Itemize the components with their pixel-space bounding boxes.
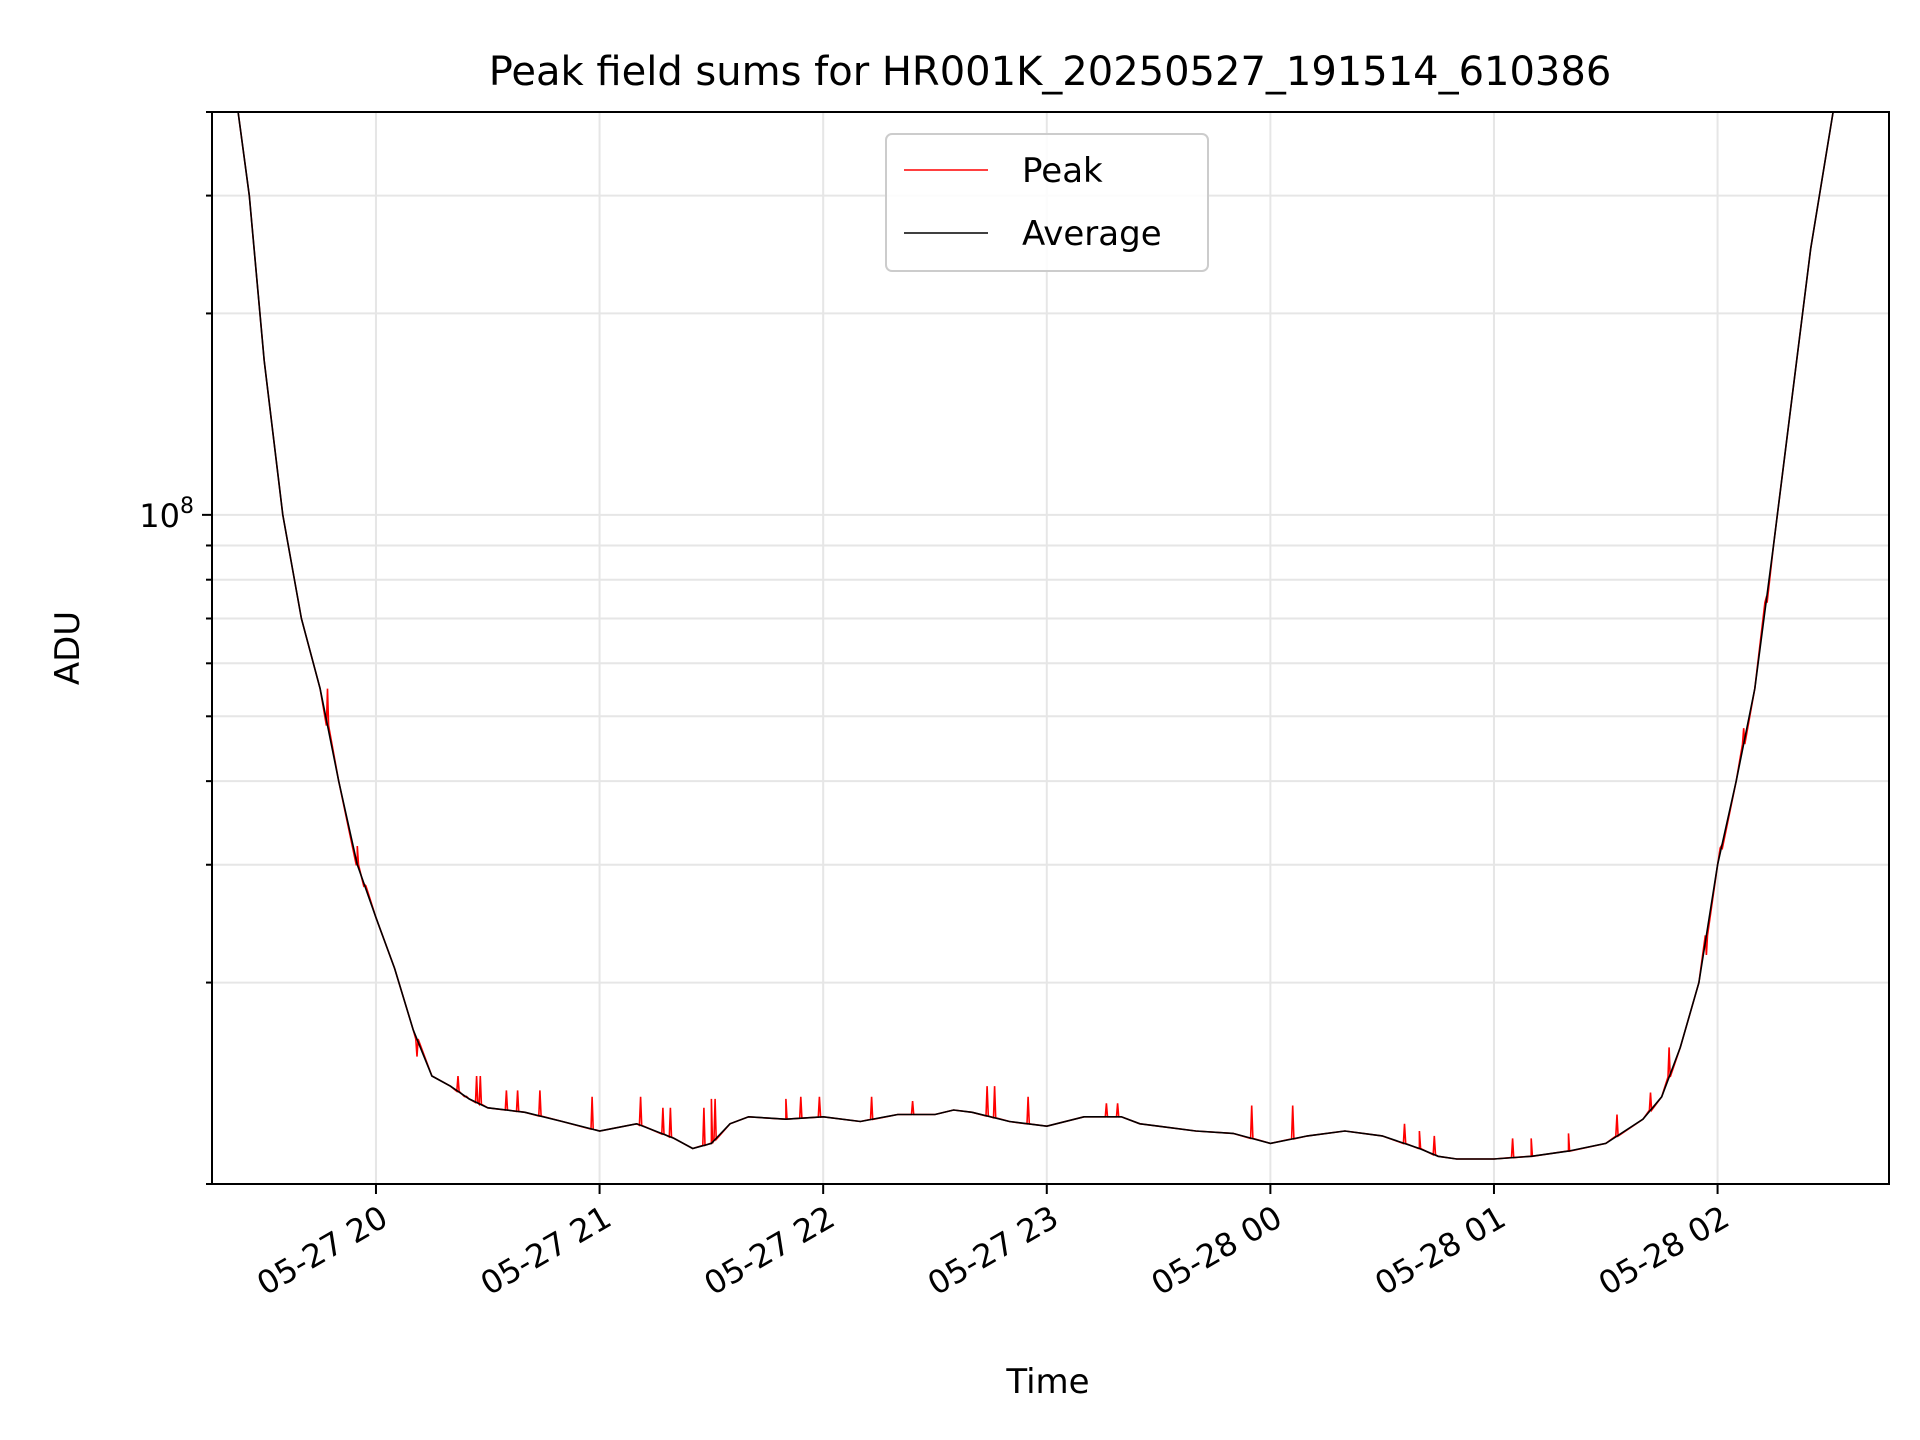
legend-label-peak: Peak [1022,151,1103,191]
average-series-line [212,112,1889,1160]
legend: Peak Average [885,133,1209,272]
chart-title: Peak field sums for HR001K_20250527_1915… [489,49,1612,95]
legend-label-average: Average [1022,214,1162,254]
y-tick-label: 108 [139,494,194,535]
x-axis-label: Time [1005,1362,1089,1402]
series-group [212,112,1889,1160]
axes-frame [211,111,1890,1185]
legend-box [885,133,1209,272]
y-axis-label: ADU [48,611,88,685]
grid-lines [212,111,1889,1185]
plot-area [212,112,1889,1160]
